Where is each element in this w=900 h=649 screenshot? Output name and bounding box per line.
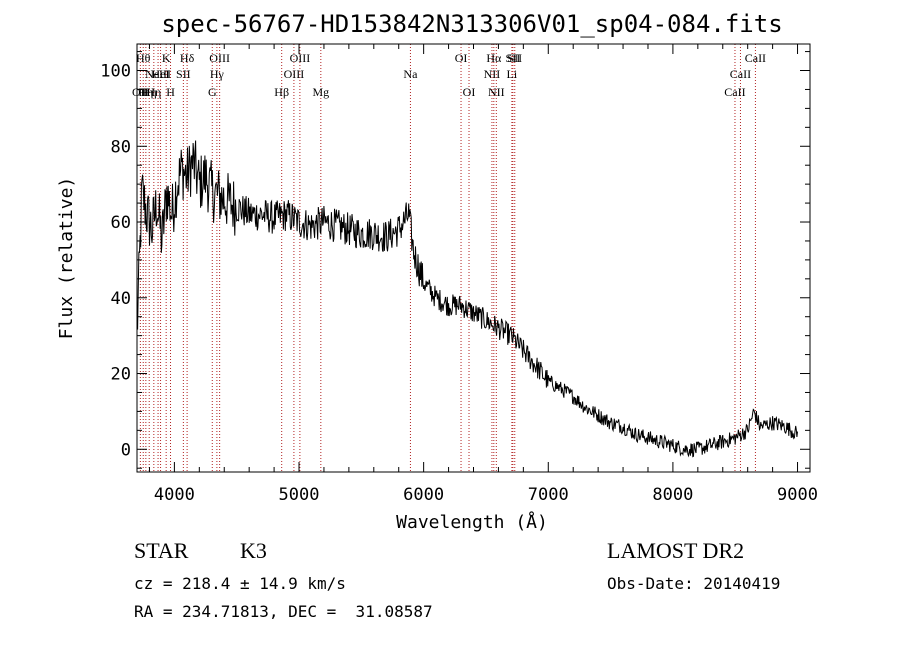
redshift-cz: cz = 218.4 ± 14.9 km/s: [134, 574, 346, 593]
x-axis-ticks: 4000 5000 6000 7000 8000 9000: [148, 44, 818, 505]
line-label: Hγ: [210, 67, 225, 81]
line-label: Na: [403, 67, 418, 81]
line-label: Hβ: [274, 85, 289, 99]
survey-name: LAMOST DR2: [607, 538, 745, 563]
x-tick-label: 4000: [154, 485, 195, 505]
y-tick-label: 100: [100, 62, 131, 82]
x-tick-label: 9000: [777, 485, 818, 505]
line-label: K: [162, 51, 171, 65]
object-class: STAR: [134, 538, 189, 563]
line-label: G: [208, 85, 217, 99]
x-tick-label: 8000: [652, 485, 693, 505]
line-label: NII: [484, 67, 501, 81]
y-tick-label: 0: [121, 440, 131, 460]
y-tick-label: 40: [111, 289, 131, 309]
line-label: Mg: [312, 85, 329, 99]
line-label: Hα: [486, 51, 502, 65]
line-label: OI: [455, 51, 468, 65]
line-label: CaII: [745, 51, 766, 65]
x-tick-label: 7000: [528, 485, 569, 505]
line-label: Hη: [146, 85, 161, 99]
line-label: SII: [506, 51, 521, 65]
line-label: Li: [507, 67, 518, 81]
line-label: HeI: [152, 67, 170, 81]
object-subclass: K3: [240, 538, 267, 563]
x-axis-label: Wavelength (Å): [396, 511, 548, 533]
x-tick-label: 6000: [403, 485, 444, 505]
line-label: OIII: [209, 51, 230, 65]
y-tick-label: 80: [111, 137, 131, 157]
spectrum-line: [136, 140, 798, 458]
y-axis-label: Flux (relative): [56, 177, 77, 340]
line-label: Hη: [138, 85, 153, 99]
observation-date: Obs-Date: 20140419: [607, 574, 781, 593]
line-label: CaII: [730, 67, 751, 81]
line-label: OIII: [284, 67, 305, 81]
plot-frame: [136, 43, 811, 473]
y-tick-label: 20: [111, 365, 131, 385]
line-label: Hδ: [180, 51, 195, 65]
line-label: NeIII: [145, 67, 171, 81]
spectral-line-markers: [139, 44, 756, 472]
x-tick-label: 5000: [279, 485, 320, 505]
spectral-line-labels: OIIHθHηHηHηNeIIIHeIKHSIIHδGHγOIIIHβOIIIO…: [132, 51, 766, 99]
line-label: CaII: [724, 85, 745, 99]
line-label: SII: [176, 67, 191, 81]
y-tick-label: 60: [111, 213, 131, 233]
line-label: OI: [463, 85, 476, 99]
ra-dec: RA = 234.71813, DEC = 31.08587: [134, 602, 433, 621]
spectrum-chart: spec-56767-HD153842N313306V01_sp04-084.f…: [56, 10, 818, 533]
y-axis-ticks: 0 20 40 60 80 100: [100, 51, 810, 469]
line-label: Hη: [142, 85, 157, 99]
line-label: NII: [488, 85, 505, 99]
line-label: OII: [132, 85, 149, 99]
line-label: OIII: [290, 51, 311, 65]
line-label: H: [166, 85, 175, 99]
line-label: SII: [507, 51, 522, 65]
line-label: Hθ: [136, 51, 151, 65]
chart-title: spec-56767-HD153842N313306V01_sp04-084.f…: [161, 10, 782, 38]
